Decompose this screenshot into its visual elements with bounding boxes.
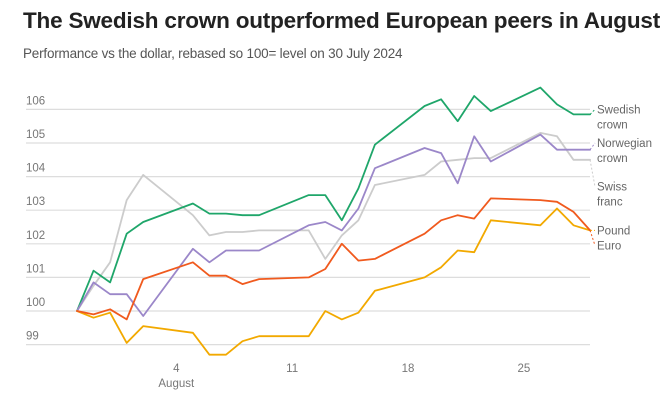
series-label-swedish-crown: crown	[597, 119, 628, 131]
y-tick-label: 102	[26, 230, 45, 242]
series-label-swedish-crown: Swedish	[597, 104, 640, 116]
series-label-pound: Pound	[597, 225, 630, 237]
series-line-norwegian-crown	[76, 133, 591, 317]
chart-title: The Swedish crown outperformed European …	[23, 8, 660, 33]
leader-euro	[589, 230, 596, 246]
chart-subtitle: Performance vs the dollar, rebased so 10…	[23, 46, 403, 61]
series-labels: Swiss franc Swedish crown Norwegian crown Poun…	[589, 104, 652, 252]
y-tick-label: 99	[26, 331, 39, 343]
series-line-swedish-crown	[76, 86, 591, 312]
series-label-norwegian-crown: Norwegian	[597, 138, 652, 150]
y-tick-label: 101	[26, 263, 45, 275]
series-line-pound	[76, 207, 591, 356]
x-tick-sublabel: August	[158, 378, 195, 390]
leader-swedish-crown	[589, 109, 596, 115]
y-tick-label: 100	[26, 297, 45, 309]
series-label-norwegian-crown: crown	[597, 153, 628, 165]
y-tick-label: 104	[26, 163, 46, 175]
leader-norwegian-crown	[589, 142, 596, 151]
x-tick-label: 18	[402, 363, 415, 375]
series-line-euro	[76, 197, 591, 321]
series-label-euro: Euro	[597, 240, 621, 252]
series-label-swiss-franc: franc	[597, 197, 623, 209]
x-tick-label: 11	[286, 363, 298, 375]
y-axis-ticks: 99 100 101 102 103 104 105 106	[26, 95, 46, 342]
leader-swiss-franc	[589, 159, 596, 187]
y-tick-label: 103	[26, 196, 45, 208]
y-tick-label: 105	[26, 129, 45, 141]
series-lines	[76, 86, 591, 356]
x-tick-label: 25	[517, 363, 530, 375]
y-tick-label: 106	[26, 95, 45, 107]
x-axis-ticks: 4 August 11 18 25	[158, 363, 530, 390]
series-label-swiss-franc: Swiss	[597, 182, 627, 194]
x-tick-label: 4	[173, 363, 180, 375]
series-line-swiss-franc	[76, 131, 591, 312]
